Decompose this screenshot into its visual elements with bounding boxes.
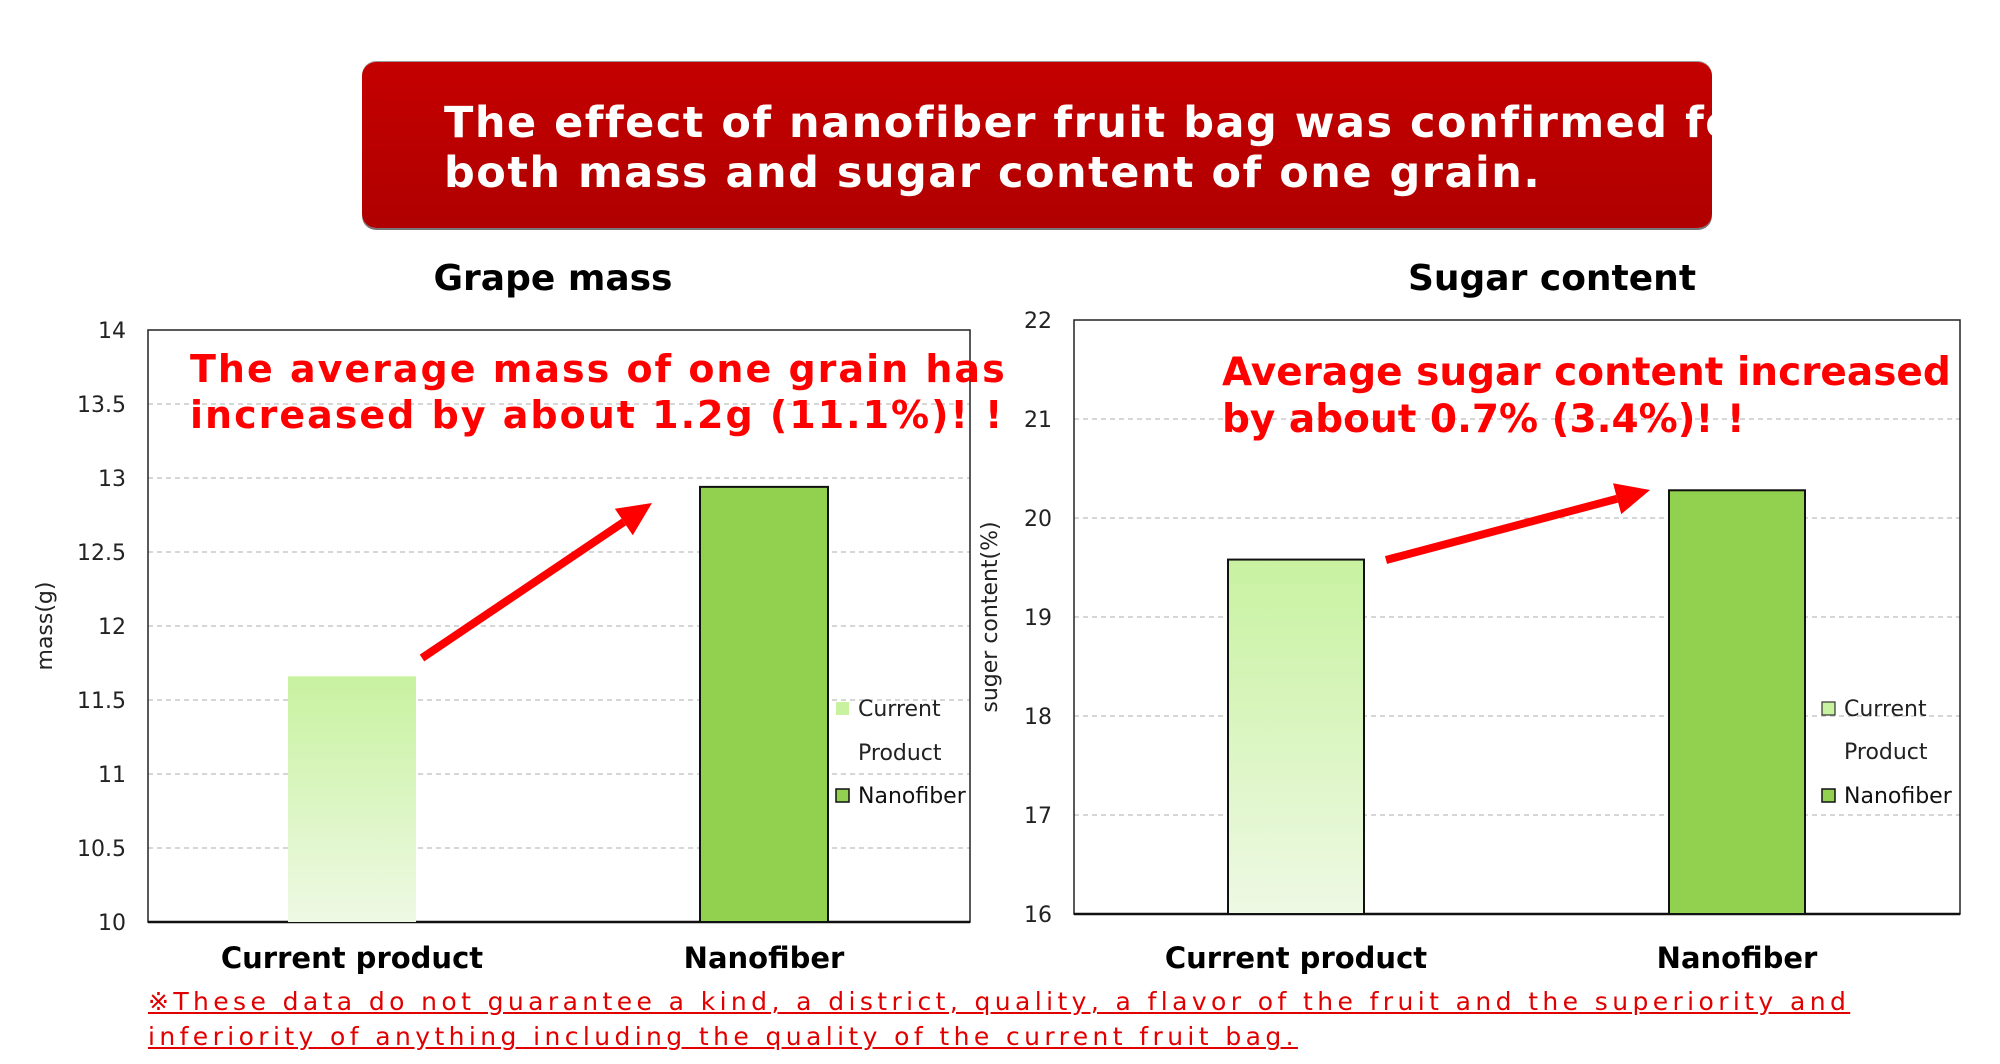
trend-arrow-shaft xyxy=(1384,494,1619,564)
bar-nanofiber xyxy=(1668,489,1806,915)
bar-current-product xyxy=(1227,558,1365,916)
y-tick-label: 18 xyxy=(1024,705,1052,730)
y-tick-label: 14 xyxy=(98,319,126,344)
y-tick-label: 13 xyxy=(98,467,126,492)
legend-label-current: Current xyxy=(1844,697,1927,722)
disclaimer-line-2: inferiority of anything including the qu… xyxy=(148,1022,1298,1051)
y-tick-label: 12 xyxy=(98,615,126,640)
x-category-label: Current product xyxy=(1165,941,1427,975)
y-axis-label: mass(g) xyxy=(33,582,58,671)
x-category-label: Current product xyxy=(221,941,483,975)
banner-line-2: both mass and sugar content of one grain… xyxy=(444,148,1542,198)
x-category-label: Nanofiber xyxy=(684,941,845,975)
y-tick-label: 13.5 xyxy=(77,393,126,418)
trend-arrow-head xyxy=(614,503,652,536)
y-tick-label: 19 xyxy=(1024,606,1052,631)
legend-swatch-nanofiber xyxy=(835,788,850,803)
y-tick-label: 20 xyxy=(1024,507,1052,532)
chart-title: Grape mass xyxy=(434,258,673,299)
trend-arrow-shaft xyxy=(419,518,627,662)
y-tick-label: 21 xyxy=(1024,408,1052,433)
legend-label-current: Current xyxy=(858,697,941,722)
x-category-label: Nanofiber xyxy=(1657,941,1818,975)
y-tick-label: 10 xyxy=(98,911,126,936)
annotation-text: increased by about 1.2g (11.1%)! ! xyxy=(190,393,1004,437)
annotation-text: Average sugar content increased xyxy=(1222,350,1951,395)
y-tick-label: 22 xyxy=(1024,309,1052,334)
annotation-text: by about 0.7% (3.4%)! ! xyxy=(1222,397,1745,442)
disclaimer: ※These data do not guarantee a kind, a d… xyxy=(148,984,1868,1054)
disclaimer-line-1: ※These data do not guarantee a kind, a d… xyxy=(148,987,1851,1016)
legend-label-nanofiber: Nanofiber xyxy=(858,784,967,809)
legend-label-current-line2: Product xyxy=(1844,740,1928,765)
y-tick-label: 11 xyxy=(98,763,126,788)
y-tick-label: 10.5 xyxy=(77,837,126,862)
bar-nanofiber xyxy=(699,485,829,923)
y-tick-label: 17 xyxy=(1024,804,1052,829)
charts-area: Grape mass 10 10.5 11 11.5 12 12.5 13 13.5 14 mass… xyxy=(33,258,1961,975)
legend-swatch-nanofiber xyxy=(1821,788,1836,803)
legend-swatch-current xyxy=(836,702,849,715)
legend-swatch-current xyxy=(1821,701,1836,716)
chart-title: Sugar content xyxy=(1408,258,1696,299)
legend-label-nanofiber: Nanofiber xyxy=(1844,784,1953,809)
y-tick-label: 11.5 xyxy=(77,689,126,714)
legend-label-current-line2: Product xyxy=(858,741,942,766)
trend-arrow-head xyxy=(1613,483,1650,515)
y-axis-label: suger content(%) xyxy=(978,521,1003,712)
y-tick-label: 16 xyxy=(1024,903,1052,928)
annotation-text: The average mass of one grain has xyxy=(190,347,1007,391)
bar-current-product xyxy=(288,676,416,922)
headline-banner: The effect of nanofiber fruit bag was co… xyxy=(362,62,1758,228)
y-tick-label: 12.5 xyxy=(77,541,126,566)
banner-line-1: The effect of nanofiber fruit bag was co… xyxy=(444,98,1760,148)
